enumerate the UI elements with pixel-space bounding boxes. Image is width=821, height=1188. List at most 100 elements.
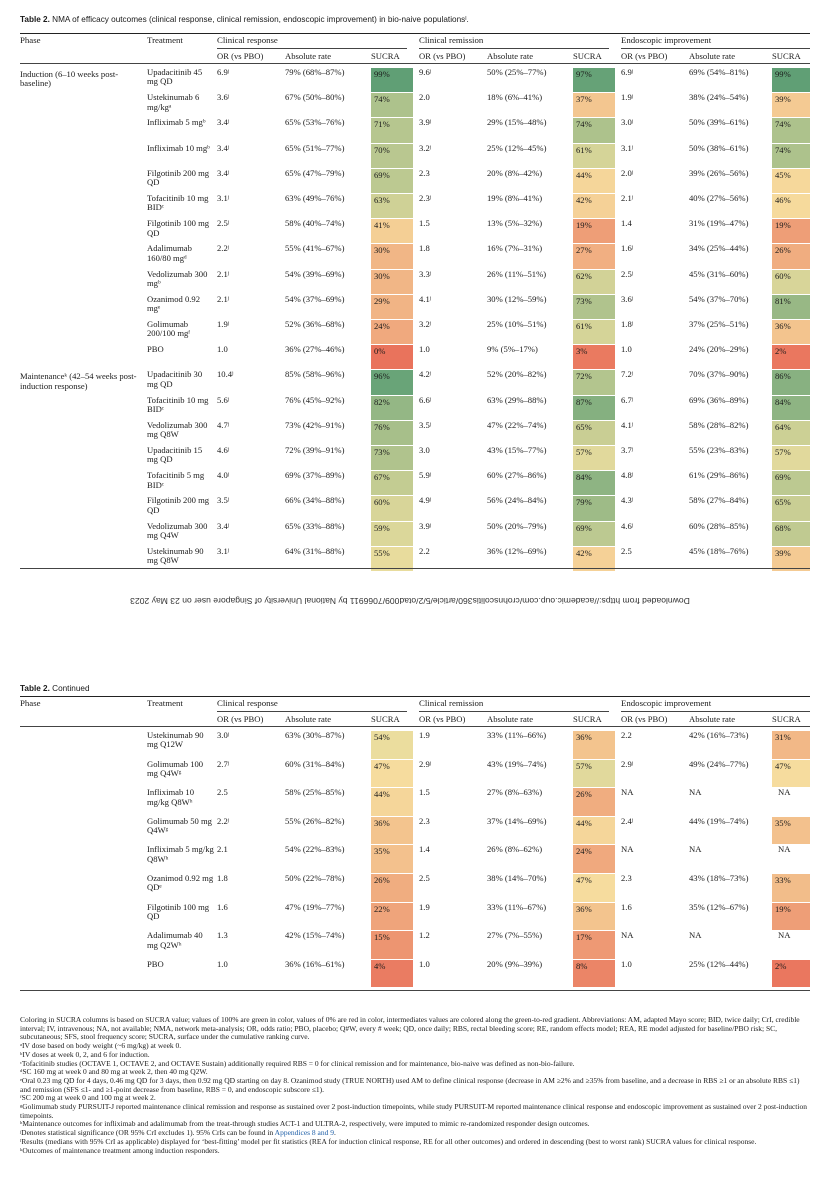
- rm-odds-ratio: 6.6ʲ: [419, 394, 432, 405]
- en-sucra-na: NA: [778, 844, 791, 855]
- cr-sucra-cell: 74%: [371, 93, 413, 118]
- cr-sucra-cell: 30%: [371, 269, 413, 294]
- footnotes: Coloring in SUCRA columns is based on SU…: [20, 1015, 810, 1155]
- header-clinical-response: Clinical response: [217, 35, 278, 45]
- en-absolute-rate: 45% (31%–60%): [689, 268, 749, 279]
- table-caption: Table 2. NMA of efficacy outcomes (clini…: [20, 15, 810, 24]
- en-absolute-rate: 24% (20%–29%): [689, 344, 749, 355]
- en-odds-ratio: NA: [621, 787, 634, 798]
- cr-sucra-cell: 36%: [371, 816, 413, 845]
- cr-odds-ratio: 6.9ʲ: [217, 67, 230, 77]
- rm-sucra-cell: 19%: [573, 219, 615, 244]
- rm-absolute-rate: 43% (15%–77%): [487, 445, 547, 455]
- rm-absolute-rate: 47% (22%–74%): [487, 419, 547, 430]
- en-absolute-rate: 58% (27%–84%): [689, 495, 749, 506]
- cr-absolute-rate: 47% (19%–77%): [285, 901, 345, 912]
- rm-sucra-cell: 27%: [573, 244, 615, 269]
- rm-absolute-rate: 43% (19%–74%): [487, 758, 547, 769]
- rm-sucra-cell: 36%: [573, 731, 615, 759]
- subheader-absolute-rate: Absolute rate: [689, 714, 736, 724]
- en-absolute-rate: 38% (24%–54%): [689, 92, 749, 103]
- caption-text: NMA of efficacy outcomes (clinical respo…: [49, 15, 469, 24]
- en-odds-ratio: 1.6: [621, 901, 632, 912]
- en-absolute-rate: 34% (25%–44%): [689, 243, 749, 254]
- cr-absolute-rate: 63% (30%–87%): [285, 730, 345, 740]
- en-sucra-cell: 74%: [772, 118, 810, 143]
- en-sucra-cell: 69%: [772, 471, 810, 496]
- cr-sucra-cell: 67%: [371, 471, 413, 496]
- cr-odds-ratio: 1.8: [217, 873, 228, 883]
- cr-odds-ratio: 3.1ʲ: [217, 545, 230, 556]
- cr-absolute-rate: 69% (37%–89%): [285, 470, 345, 481]
- rm-odds-ratio: 2.9ʲ: [419, 758, 432, 769]
- rm-absolute-rate: 13% (5%–32%): [487, 218, 543, 229]
- cr-absolute-rate: 55% (26%–82%): [285, 815, 345, 826]
- treatment-name: Upadacitinib 45 mg QD: [147, 67, 203, 87]
- rm-absolute-rate: 29% (15%–48%): [487, 117, 547, 128]
- table-row: Golimumab 200/100 mgᶠ 1.9ʲ 52% (36%–68%) 24…: [20, 319, 810, 345]
- rm-absolute-rate: 25% (12%–45%): [487, 142, 547, 153]
- rm-absolute-rate: 20% (9%–39%): [487, 958, 543, 969]
- footnote-coloring: Coloring in SUCRA columns is based on SU…: [20, 1015, 800, 1042]
- treatment-name: Tofacitinib 5 mg BIDᶜ: [147, 470, 205, 490]
- en-sucra-cell: 68%: [772, 521, 810, 546]
- appendices-link[interactable]: Appendices 8 and 9: [274, 1128, 335, 1138]
- cr-sucra-cell: 96%: [371, 370, 413, 395]
- header-clinical-remission: Clinical remission: [419, 35, 484, 45]
- rm-sucra-cell: 36%: [573, 902, 615, 931]
- en-sucra-cell: 99%: [772, 68, 810, 93]
- subheader-or: OR (vs PBO): [419, 714, 466, 724]
- table-row: Ustekinumab 6 mg/kgᵃ 3.6ʲ 67% (50%–80%) 74%…: [20, 92, 810, 118]
- en-odds-ratio: 3.1ʲ: [621, 142, 634, 153]
- en-odds-ratio: 2.0ʲ: [621, 167, 634, 178]
- continued-caption: Table 2. Continued: [20, 684, 90, 693]
- rm-odds-ratio: 3.0: [419, 445, 430, 455]
- en-sucra-cell: 2%: [772, 345, 810, 370]
- footnote-k: ᵏOutcomes of maintenance treatment among…: [20, 1145, 220, 1155]
- cr-sucra-cell: 55%: [371, 546, 413, 571]
- rm-odds-ratio: 1.8: [419, 243, 430, 254]
- treatment-name: Golimumab 50 mg Q4Wᵍ: [147, 815, 212, 836]
- cr-odds-ratio: 1.0: [217, 958, 228, 969]
- en-odds-ratio: 3.6ʲ: [621, 293, 634, 304]
- en-absolute-rate: 70% (37%–90%): [689, 369, 749, 380]
- cr-sucra-cell: 26%: [371, 874, 413, 902]
- treatment-name: Vedolizumab 300 mg Q4W: [147, 520, 208, 540]
- rm-sucra-cell: 17%: [573, 931, 615, 959]
- rm-sucra-cell: 3%: [573, 345, 615, 370]
- treatment-name: PBO: [147, 344, 164, 355]
- table-row: Infliximab 5 mgᵇ 3.4ʲ 65% (53%–76%) 71% 3.9ʲ…: [20, 117, 810, 143]
- en-odds-ratio: 6.9ʲ: [621, 67, 634, 77]
- en-absolute-rate: NA: [689, 844, 702, 855]
- cr-sucra-cell: 15%: [371, 931, 413, 959]
- cr-absolute-rate: 79% (68%–87%): [285, 67, 345, 77]
- table-row: Filgotinib 200 mg QD 3.5ʲ 66% (34%–88%) 60%…: [20, 495, 810, 521]
- treatment-name: Filgotinib 200 mg QD: [147, 495, 210, 515]
- cr-odds-ratio: 3.0ʲ: [217, 730, 230, 740]
- en-odds-ratio: NA: [621, 844, 634, 855]
- footnote-l: ˡResults (medians with 95% CrI as applic…: [20, 1136, 757, 1146]
- header-phase: Phase: [20, 698, 41, 708]
- en-absolute-rate: 69% (36%–89%): [689, 394, 749, 405]
- en-sucra-cell: 35%: [772, 816, 810, 845]
- rm-absolute-rate: 27% (7%–55%): [487, 930, 543, 941]
- rm-sucra-cell: 26%: [573, 788, 615, 816]
- rm-absolute-rate: 16% (7%–31%): [487, 243, 543, 254]
- table-row: Ustekinumab 90 mg Q8W 3.1ʲ 64% (31%–88%) 55…: [20, 545, 810, 572]
- rm-odds-ratio: 5.9ʲ: [419, 470, 432, 481]
- rm-odds-ratio: 2.5: [419, 873, 430, 883]
- footnote-b: ᵇIV doses at week 0, 2, and 6 for induct…: [20, 1049, 150, 1059]
- table-row: Ozanimod 0.92 mgᵉ 2.1ʲ 54% (37%–69%) 29% 4.1…: [20, 293, 810, 320]
- subheader-sucra: SUCRA: [371, 51, 400, 61]
- cr-absolute-rate: 65% (33%–88%): [285, 520, 345, 531]
- subheader-or: OR (vs PBO): [621, 51, 668, 61]
- rm-absolute-rate: 30% (12%–59%): [487, 293, 547, 304]
- rm-sucra-cell: 73%: [573, 294, 615, 319]
- rm-sucra-cell: 62%: [573, 269, 615, 294]
- rm-absolute-rate: 37% (14%–69%): [487, 815, 547, 826]
- en-odds-ratio: 1.8ʲ: [621, 319, 634, 329]
- cr-absolute-rate: 36% (16%–61%): [285, 958, 345, 969]
- rm-odds-ratio: 3.2ʲ: [419, 319, 432, 329]
- cr-odds-ratio: 5.6ʲ: [217, 394, 230, 405]
- rm-odds-ratio: 3.3ʲ: [419, 268, 432, 279]
